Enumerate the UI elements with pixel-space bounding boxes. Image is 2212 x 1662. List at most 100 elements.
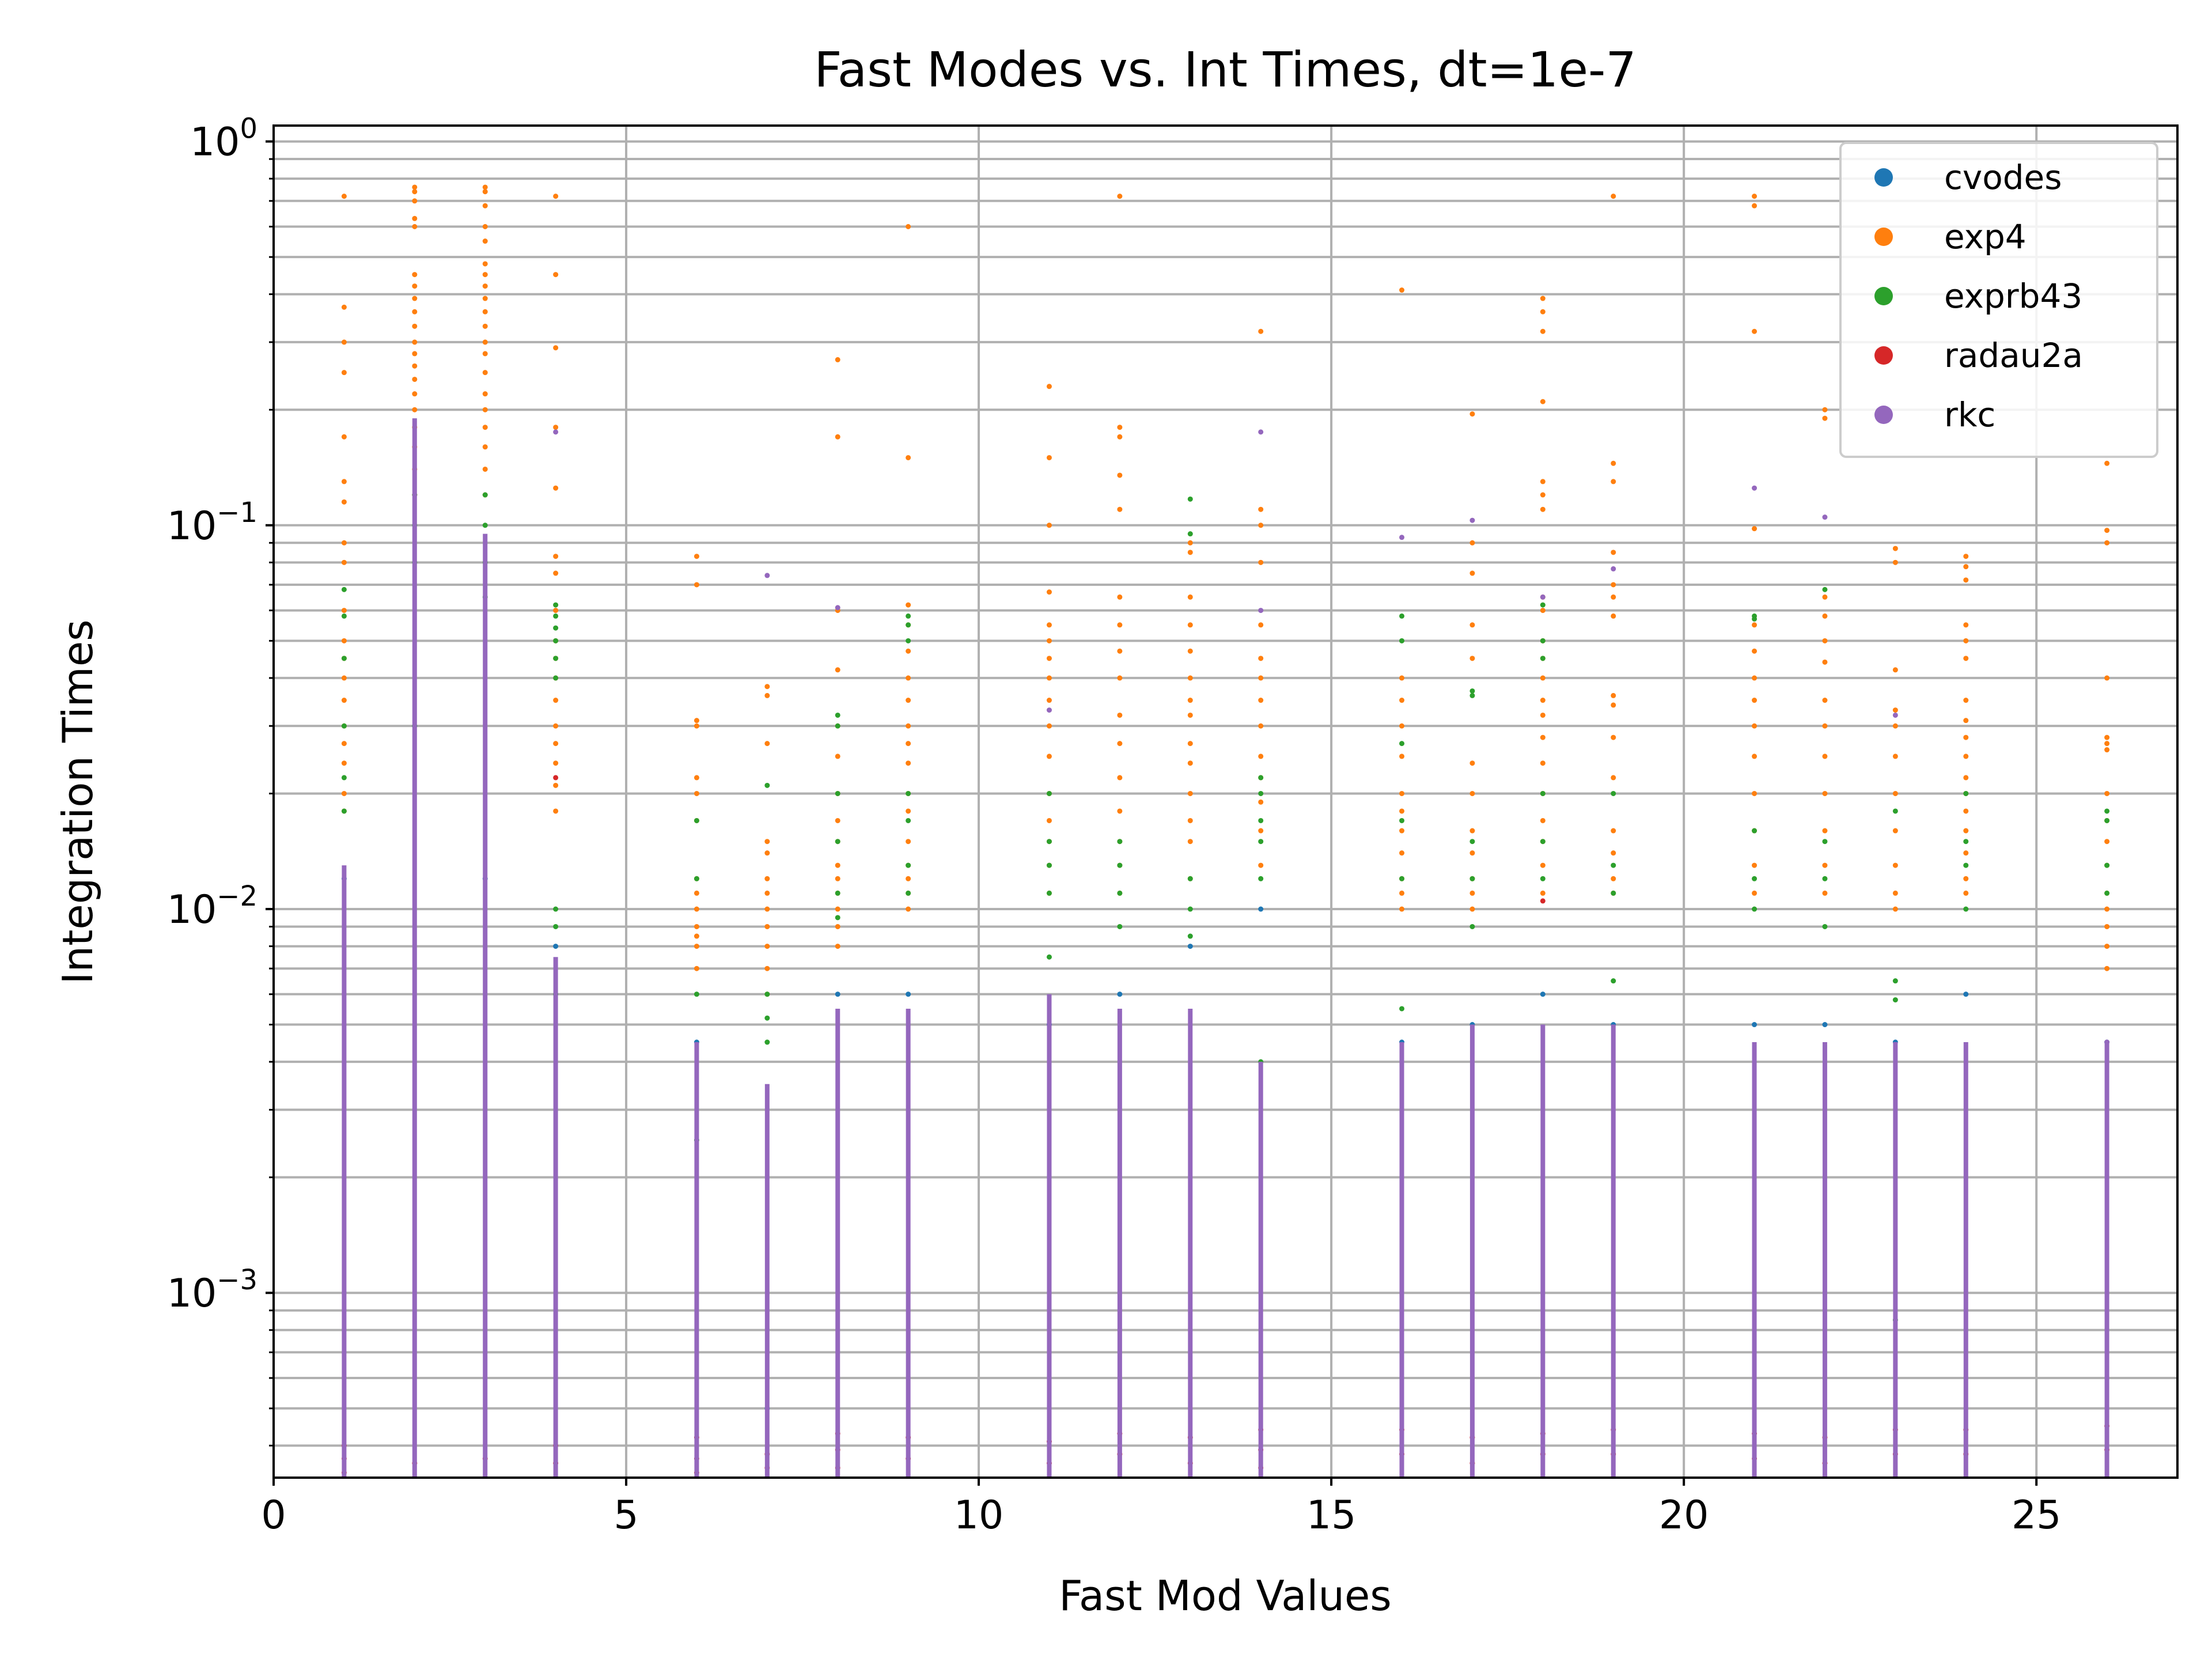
data-point-exp4	[1117, 472, 1123, 478]
data-point-exprb43	[1752, 828, 1758, 834]
x-tick-label: 15	[1306, 1493, 1357, 1538]
data-point-exp4	[1963, 850, 1969, 856]
data-point-exp4	[2104, 923, 2110, 929]
x-tick-label: 0	[261, 1493, 286, 1538]
data-point-exp4	[482, 407, 488, 412]
data-point-exp4	[341, 434, 347, 440]
data-point-exprb43	[1822, 839, 1828, 845]
data-point-exp4	[1540, 608, 1546, 614]
data-point-exp4	[1399, 723, 1405, 729]
data-point-exp4	[1469, 906, 1475, 912]
data-point-exprb43	[764, 782, 770, 788]
data-point-exprb43	[1963, 906, 1969, 912]
data-point-exp4	[482, 224, 488, 229]
data-point-exp4	[1469, 656, 1475, 661]
data-point-exp4	[1046, 638, 1052, 643]
series-rkc	[342, 418, 2110, 1478]
data-point-exp4	[482, 309, 488, 315]
data-point-cvodes	[1540, 991, 1546, 997]
legend-label-rkc: rkc	[1944, 395, 1995, 434]
data-point-exp4	[412, 363, 418, 369]
data-point-exp4	[2104, 839, 2110, 845]
data-point-exp4	[1399, 828, 1405, 834]
data-point-exprb43	[2104, 862, 2110, 868]
data-point-exp4	[1611, 613, 1616, 619]
data-point-rkc	[1399, 535, 1405, 540]
data-point-exprb43	[1469, 692, 1475, 698]
data-point-cvodes	[835, 991, 840, 997]
data-point-exp4	[412, 215, 418, 221]
data-point-exp4	[1540, 760, 1546, 766]
data-point-exp4	[835, 862, 840, 868]
data-point-exp4	[1752, 648, 1758, 654]
data-point-exprb43	[1399, 741, 1405, 747]
data-point-cvodes	[1963, 991, 1969, 997]
data-point-exprb43	[553, 602, 559, 608]
data-point-exp4	[482, 238, 488, 244]
data-point-exp4	[906, 602, 911, 608]
data-point-exprb43	[341, 775, 347, 781]
data-point-exp4	[1258, 828, 1264, 834]
data-point-exp4	[764, 692, 770, 698]
data-point-exp4	[1540, 296, 1546, 301]
data-point-rkc	[1540, 594, 1546, 600]
data-point-exp4	[341, 675, 347, 681]
data-point-exp4	[482, 391, 488, 397]
data-point-exp4	[341, 540, 347, 546]
legend-marker-exp4	[1874, 228, 1893, 246]
data-point-exp4	[412, 198, 418, 204]
data-point-exp4	[1752, 203, 1758, 209]
data-point-exp4	[1822, 613, 1828, 619]
data-point-exp4	[694, 923, 699, 929]
data-point-exp4	[412, 272, 418, 278]
data-point-exp4	[482, 323, 488, 329]
data-point-exp4	[1752, 622, 1758, 628]
legend-box	[1839, 142, 2158, 458]
x-tick-label: 25	[2012, 1493, 2062, 1538]
data-point-exp4	[1752, 790, 1758, 796]
data-point-exp4	[2104, 790, 2110, 796]
data-point-rkc	[1258, 429, 1264, 435]
data-point-exprb43	[1752, 906, 1758, 912]
data-point-exprb43	[694, 817, 699, 823]
data-point-exp4	[412, 296, 418, 301]
data-point-exp4	[835, 434, 840, 440]
data-point-exp4	[1611, 692, 1616, 698]
data-point-exp4	[341, 370, 347, 376]
data-point-exp4	[482, 283, 488, 289]
data-point-exp4	[2104, 460, 2110, 466]
data-point-exprb43	[1046, 862, 1052, 868]
data-point-exp4	[482, 444, 488, 450]
data-point-exp4	[1963, 577, 1969, 583]
data-point-exp4	[1963, 638, 1969, 643]
data-point-exp4	[1117, 675, 1123, 681]
data-point-exprb43	[835, 890, 840, 896]
data-point-exprb43	[1399, 817, 1405, 823]
data-point-exprb43	[906, 790, 911, 796]
data-point-exp4	[1258, 862, 1264, 868]
data-point-exp4	[835, 876, 840, 881]
data-point-exp4	[1187, 760, 1193, 766]
data-point-exp4	[1892, 546, 1898, 551]
data-point-exp4	[1822, 862, 1828, 868]
data-point-exp4	[553, 608, 559, 614]
data-point-exp4	[341, 608, 347, 614]
data-point-exp4	[1822, 638, 1828, 643]
data-point-exp4	[764, 741, 770, 747]
data-point-rkc	[1611, 566, 1616, 571]
data-point-exp4	[764, 876, 770, 881]
data-point-exprb43	[1469, 923, 1475, 929]
data-point-exp4	[553, 554, 559, 559]
data-point-exp4	[1822, 790, 1828, 796]
data-point-exp4	[1046, 622, 1052, 628]
data-point-exp4	[1752, 698, 1758, 703]
data-point-exp4	[694, 775, 699, 781]
data-point-exp4	[412, 339, 418, 345]
data-point-exp4	[482, 184, 488, 190]
data-point-exp4	[1258, 754, 1264, 759]
chart-title: Fast Modes vs. Int Times, dt=1e-7	[814, 41, 1637, 98]
data-point-exp4	[1469, 411, 1475, 417]
data-point-exprb43	[341, 808, 347, 814]
data-point-exprb43	[1963, 839, 1969, 845]
